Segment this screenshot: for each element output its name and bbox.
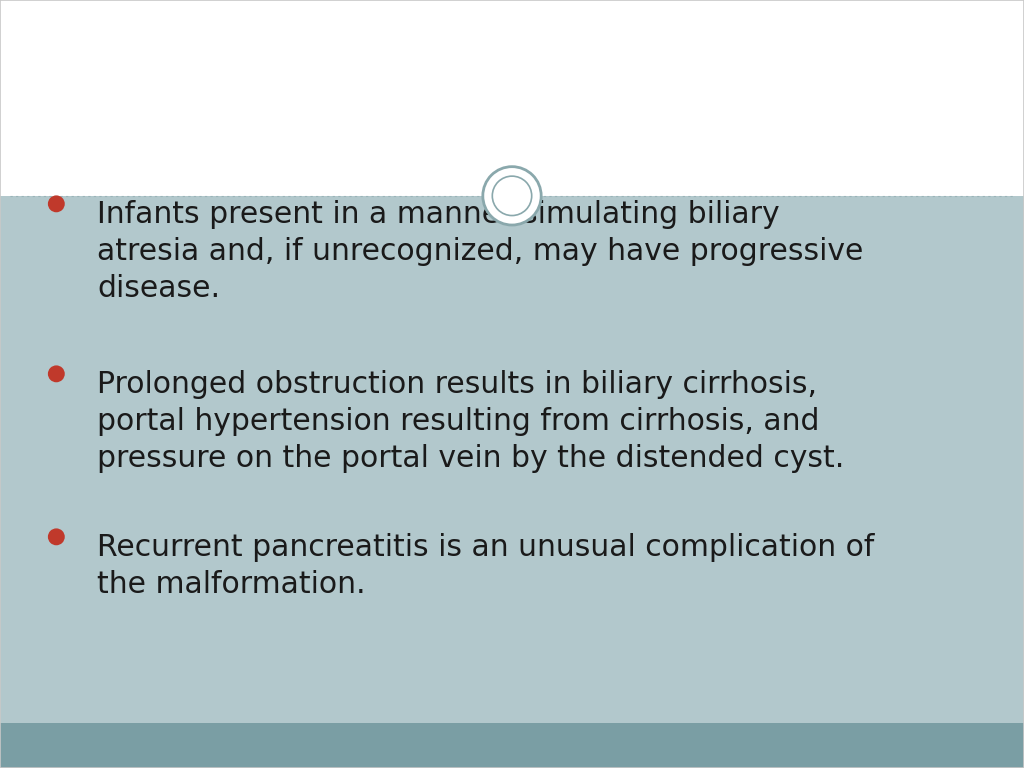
Text: Prolonged obstruction results in biliary cirrhosis,
portal hypertension resultin: Prolonged obstruction results in biliary… [97,370,845,473]
Ellipse shape [483,167,541,225]
Bar [0,723,1024,768]
Text: Infants present in a manner simulating biliary
atresia and, if unrecognized, may: Infants present in a manner simulating b… [97,200,863,303]
Ellipse shape [48,195,65,212]
Bar [0,196,1024,723]
Text: Recurrent pancreatitis is an unusual complication of
the malformation.: Recurrent pancreatitis is an unusual com… [97,533,874,599]
Ellipse shape [48,528,65,545]
Ellipse shape [493,176,531,216]
Bar [0,0,1024,196]
Ellipse shape [48,366,65,382]
